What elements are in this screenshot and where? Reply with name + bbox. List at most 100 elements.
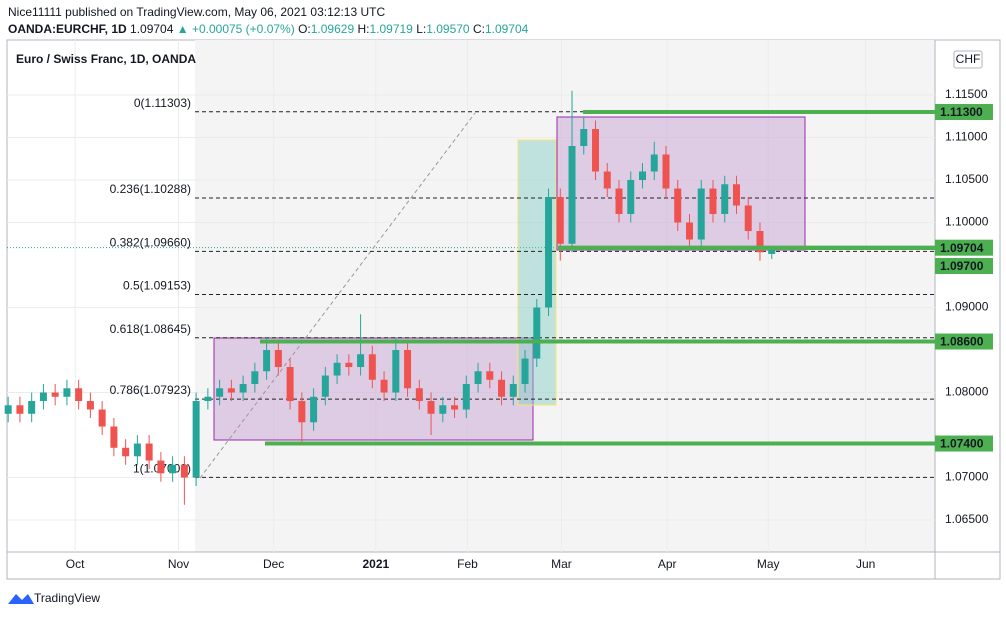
candle-body — [486, 371, 494, 380]
ohlc-key: O: — [298, 22, 311, 36]
candle-body — [639, 171, 647, 181]
candle-body — [580, 129, 588, 147]
candle-body — [251, 371, 259, 385]
candle-body — [697, 188, 705, 240]
candle-body — [685, 222, 693, 240]
candle-body — [368, 354, 376, 380]
candle-body — [732, 184, 740, 206]
candle-body — [509, 384, 517, 397]
candle-body — [756, 231, 764, 253]
fib-label: 0.618(1.08645) — [110, 322, 191, 336]
candle-body — [180, 464, 188, 478]
range-box — [213, 337, 534, 441]
candle-body — [274, 350, 282, 368]
x-tick-label: Apr — [658, 557, 677, 571]
price-tag — [935, 258, 993, 275]
fib-label: 0.236(1.10288) — [110, 182, 191, 196]
candle-body — [662, 154, 670, 189]
price-tag — [935, 239, 993, 256]
candle-body — [298, 401, 306, 423]
fib-label: 0(1.11303) — [134, 96, 191, 110]
price-tag-label: 1.08600 — [940, 335, 984, 349]
currency-box — [953, 50, 983, 69]
y-tick-label: 1.11000 — [945, 130, 988, 144]
candle-body — [169, 464, 177, 474]
price-tag — [935, 333, 993, 350]
candle-body — [474, 371, 482, 385]
fib-trend-line — [199, 112, 476, 479]
y-tick-label: 1.06500 — [945, 512, 989, 526]
logo — [8, 594, 34, 604]
candle-body — [568, 146, 576, 244]
candle-body — [451, 405, 459, 410]
price-tag-label: 1.09700 — [940, 259, 984, 273]
candle-body — [768, 248, 776, 254]
candle-body — [204, 396, 212, 402]
fib-label: 0.786(1.07923) — [110, 383, 191, 397]
candle-body — [380, 379, 388, 393]
x-tick-label: Dec — [263, 557, 284, 571]
candle-body — [16, 405, 24, 414]
publisher: Nice11111 published on TradingView.com, … — [8, 5, 386, 19]
candle-body — [439, 405, 447, 414]
candle-body — [4, 405, 12, 414]
y-tick-label: 1.09000 — [945, 300, 989, 314]
candle-body — [86, 401, 94, 410]
x-tick-label: Nov — [168, 557, 189, 571]
candle-body — [427, 401, 435, 414]
candle-body — [627, 180, 635, 215]
fib-background — [195, 40, 935, 552]
y-tick-label: 1.08000 — [945, 385, 989, 399]
candle-body — [286, 367, 294, 402]
y-tick-label: 1.07000 — [945, 470, 989, 484]
candle-body — [333, 362, 341, 376]
candle-body — [122, 447, 130, 457]
x-tick-label: 2021 — [362, 557, 389, 571]
chart-title: Euro / Swiss Franc, 1D, OANDA — [16, 52, 196, 66]
candle-body — [545, 197, 553, 308]
symbol-line: OANDA:EURCHF, 1D 1.09704 ▲ +0.00075 (+0.… — [8, 22, 528, 36]
candle-body — [145, 443, 153, 461]
ohlc-value: 1.09629 — [310, 22, 355, 36]
candle-body — [98, 409, 106, 427]
candle-body — [556, 197, 564, 244]
y-tick-label: 1.10500 — [945, 172, 989, 186]
candle-body — [744, 205, 752, 232]
price-tag-label: 1.11300 — [940, 105, 983, 119]
y-tick-label: 1.10000 — [945, 215, 989, 229]
price-tag-label: 1.09704 — [940, 241, 984, 255]
x-tick-label: May — [757, 557, 780, 571]
ohlc-value: 1.09719 — [369, 22, 413, 36]
candle-body — [615, 188, 623, 215]
price-tag — [935, 104, 993, 121]
candle-body — [310, 396, 318, 423]
candle-body — [157, 460, 165, 474]
fib-label: 0.382(1.09660) — [110, 236, 191, 250]
change: ▲ +0.00075 (+0.07%) — [176, 22, 295, 36]
x-tick-label: Mar — [551, 557, 572, 571]
candle-body — [392, 350, 400, 393]
candle-body — [216, 388, 224, 397]
candle-body — [192, 401, 200, 478]
candle-body — [133, 443, 141, 457]
candle-body — [721, 184, 729, 215]
candle-body — [521, 358, 529, 385]
candle-body — [321, 375, 329, 397]
candle-body — [404, 350, 412, 389]
symbol: OANDA:EURCHF, 1D — [8, 22, 127, 36]
candle-body — [498, 379, 506, 397]
candle-body — [239, 384, 247, 393]
candle-body — [674, 188, 682, 223]
brand: TradingView — [34, 591, 100, 605]
candle-body — [39, 392, 47, 402]
ohlc: O:1.09629 H:1.09719 L:1.09570 C:1.09704 — [298, 22, 528, 36]
currency: CHF — [956, 52, 981, 66]
candle-body — [357, 354, 365, 368]
price-tag-label: 1.07400 — [940, 437, 984, 451]
fib-label: 0.5(1.09153) — [123, 279, 191, 293]
candle-body — [227, 388, 235, 393]
ohlc-key: C: — [472, 22, 485, 36]
candle-body — [415, 388, 423, 402]
